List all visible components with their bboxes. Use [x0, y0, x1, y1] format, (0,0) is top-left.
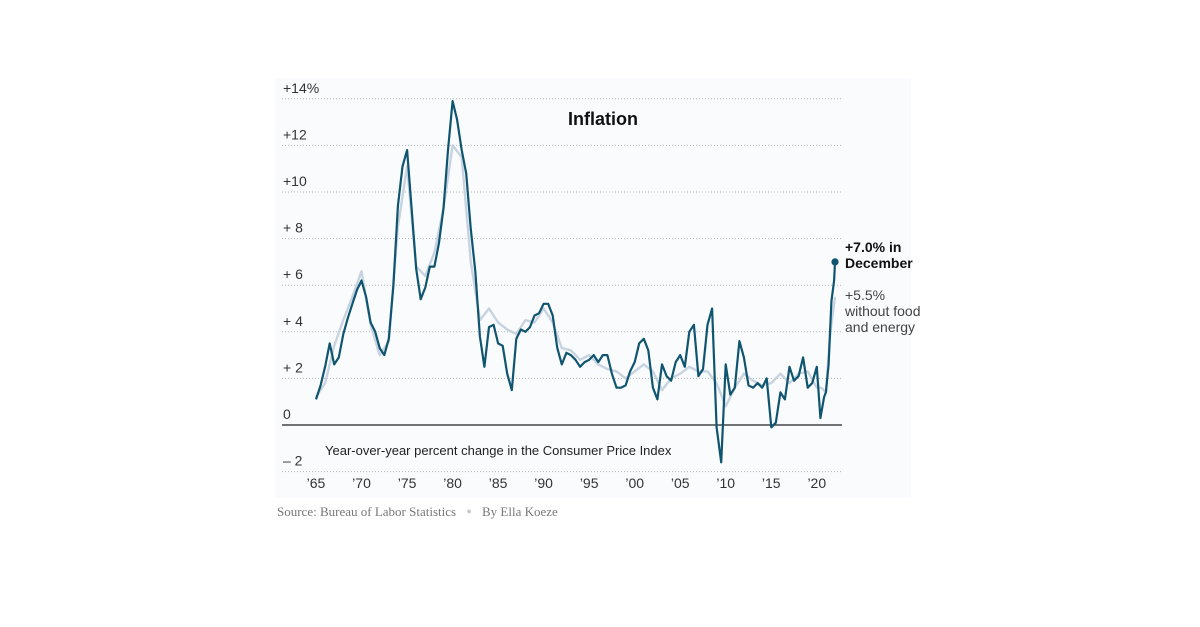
x-axis-labels: ’65 ’70 ’75 ’80 ’85 ’90 ’95 ’00 ’05 ’10 ’15 ’20 — [307, 475, 827, 491]
cpi-line — [314, 99, 837, 464]
x-tick-label: ’85 — [489, 475, 508, 491]
latest-annotation-line1: +7.0% in — [845, 239, 901, 255]
gridlines — [282, 98, 842, 473]
y-tick-label: +10 — [283, 173, 307, 189]
x-tick-label: ’90 — [534, 475, 553, 491]
core-annotation-line2: without food — [844, 303, 921, 319]
x-tick-label: ’00 — [625, 475, 644, 491]
latest-annotation-line2: December — [845, 255, 913, 271]
x-tick-label: ’70 — [352, 475, 371, 491]
chart-footer: Source: Bureau of Labor Statistics ● By … — [277, 504, 558, 520]
chart-title: Inflation — [568, 109, 638, 129]
core-annotation-line3: and energy — [845, 319, 915, 335]
y-tick-label: + 8 — [283, 220, 303, 236]
y-axis-labels: +14% +12 +10 + 8 + 6 + 4 + 2 0 – 2 — [283, 80, 319, 469]
x-tick-label: ’20 — [807, 475, 826, 491]
y-tick-label: 0 — [283, 406, 291, 422]
y-tick-label: + 2 — [283, 359, 303, 375]
x-tick-label: ’95 — [580, 475, 599, 491]
y-tick-label: – 2 — [283, 453, 303, 469]
y-tick-label: +14% — [283, 80, 319, 96]
core-annotation-line1: +5.5% — [845, 287, 885, 303]
latest-value-dot — [831, 258, 839, 266]
chart-background — [275, 78, 911, 498]
x-tick-label: ’10 — [716, 475, 735, 491]
y-tick-label: +12 — [283, 126, 307, 142]
source-text: Bureau of Labor Statistics — [319, 504, 457, 519]
series-lines — [314, 99, 837, 464]
source-label: Source: — [277, 504, 317, 519]
x-tick-label: ’65 — [307, 475, 326, 491]
x-tick-label: ’75 — [398, 475, 417, 491]
y-tick-label: + 6 — [283, 266, 303, 282]
separator-dot: ● — [466, 506, 472, 516]
x-tick-label: ’80 — [443, 475, 462, 491]
chart-subtitle: Year-over-year percent change in the Con… — [325, 443, 672, 458]
byline: By Ella Koeze — [482, 504, 558, 519]
y-tick-label: + 4 — [283, 313, 303, 329]
x-tick-label: ’05 — [671, 475, 690, 491]
x-tick-label: ’15 — [762, 475, 781, 491]
